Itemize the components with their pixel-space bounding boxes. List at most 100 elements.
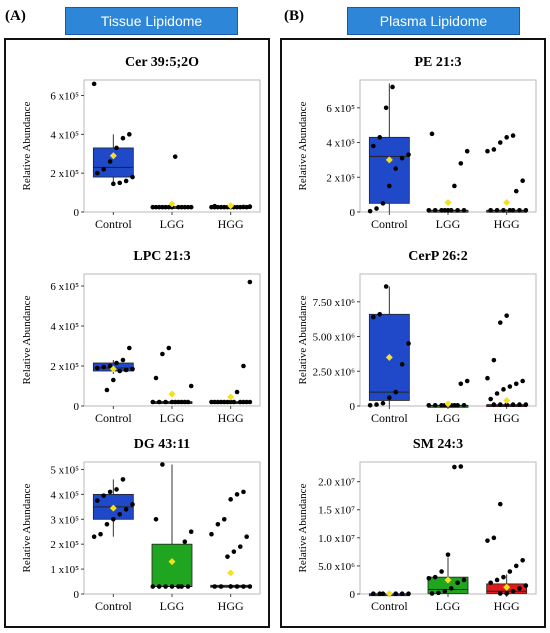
- data-point: [215, 399, 221, 405]
- x-tick-label: Control: [371, 217, 408, 231]
- panel-b-letter: (B): [284, 8, 304, 24]
- data-point: [432, 574, 438, 580]
- data-point: [209, 399, 214, 405]
- chart-cer-39-5: Cer 39:5;2O Relative Abundance 0 2 x10⁵ 4 x1…: [21, 55, 261, 231]
- data-point: [221, 399, 227, 405]
- mean-marker: [444, 198, 452, 206]
- data-point: [111, 377, 116, 383]
- y-tick-label: 0: [350, 207, 356, 219]
- data-point: [169, 399, 175, 405]
- data-point: [212, 204, 217, 210]
- x-tick-label: LGG: [436, 599, 461, 613]
- chart-title: SM 24:3: [413, 437, 463, 452]
- data-point: [452, 464, 457, 470]
- chart-sm-24-3: SM 24:3 Relative Abundance 0 5.0 x10⁶ 1.0 x1…: [297, 437, 537, 613]
- data-point: [371, 591, 376, 597]
- data-point: [221, 204, 227, 210]
- data-point: [91, 534, 97, 540]
- y-axis-label: Relative Abundance: [297, 483, 309, 572]
- data-point: [406, 152, 411, 157]
- chart-title: CerP 26:2: [408, 249, 467, 264]
- data-point: [156, 204, 162, 210]
- data-point: [188, 529, 194, 535]
- data-point: [234, 204, 240, 210]
- data-point: [393, 166, 399, 171]
- y-axis-label: Relative Abundance: [297, 295, 309, 384]
- data-point: [231, 399, 237, 405]
- data-point: [101, 166, 107, 172]
- data-point: [209, 531, 214, 537]
- data-point: [501, 574, 506, 580]
- y-tick-label: 0: [350, 589, 356, 601]
- data-point: [523, 402, 529, 407]
- data-point: [399, 362, 405, 367]
- data-point: [218, 204, 224, 210]
- data-point: [504, 135, 509, 140]
- data-point: [218, 399, 224, 405]
- x-tick-label: Control: [95, 411, 132, 425]
- data-point: [123, 367, 129, 373]
- data-point: [494, 391, 500, 396]
- data-point: [494, 577, 500, 583]
- data-point: [523, 583, 529, 588]
- data-point: [461, 403, 467, 408]
- x-tick-label: LGG: [160, 411, 185, 425]
- y-tick-label: 2 x10⁵: [50, 168, 79, 180]
- y-tick-label: 0: [74, 207, 80, 219]
- data-point: [241, 399, 246, 405]
- y-tick-label: 4 x10⁵: [50, 129, 79, 141]
- data-point: [429, 131, 435, 137]
- data-point: [387, 395, 392, 400]
- data-point: [212, 584, 217, 589]
- data-point: [95, 498, 100, 503]
- data-point: [153, 375, 159, 381]
- data-point: [127, 345, 132, 351]
- data-point: [172, 399, 178, 405]
- mean-marker: [109, 152, 117, 160]
- data-point: [244, 399, 249, 405]
- data-point: [504, 591, 509, 596]
- y-tick-label: 1.0 x10⁷: [318, 533, 355, 545]
- data-point: [491, 402, 497, 407]
- data-point: [390, 84, 395, 90]
- chart-lpc-21-3: LPC 21:3 Relative Abundance 0 2 x10⁵ 4 x10⁵ 6…: [21, 249, 261, 425]
- data-point: [182, 539, 188, 544]
- data-point: [228, 584, 233, 589]
- data-point: [114, 360, 119, 366]
- data-point: [247, 399, 253, 405]
- data-point: [432, 403, 438, 408]
- data-point: [374, 402, 379, 407]
- data-point: [130, 366, 135, 372]
- data-point: [442, 207, 448, 213]
- data-point: [517, 402, 522, 407]
- x-tick-label: Control: [371, 599, 408, 613]
- data-point: [406, 341, 411, 346]
- data-point: [507, 569, 513, 574]
- y-tick-label: 6 x10⁵: [50, 91, 79, 103]
- data-point: [237, 204, 243, 210]
- y-tick-label: 2 x10⁵: [326, 172, 355, 184]
- x-tick-label: LGG: [436, 411, 461, 425]
- data-point: [209, 204, 214, 210]
- data-point: [494, 207, 500, 213]
- data-point: [120, 477, 126, 482]
- data-point: [101, 364, 107, 370]
- data-point: [523, 207, 529, 213]
- data-point: [228, 399, 233, 405]
- data-point: [188, 383, 194, 389]
- data-point: [185, 399, 191, 405]
- data-point: [374, 206, 379, 211]
- data-point: [117, 512, 123, 517]
- data-point: [507, 384, 513, 389]
- data-point: [455, 207, 460, 213]
- data-point: [448, 586, 454, 591]
- data-point: [130, 174, 135, 180]
- data-point: [163, 204, 168, 210]
- data-point: [185, 584, 191, 589]
- y-tick-label: 2.0 x10⁷: [318, 477, 355, 489]
- data-point: [501, 387, 506, 392]
- data-point: [231, 549, 237, 554]
- x-tick-label: HGG: [494, 217, 520, 231]
- mean-marker: [168, 200, 176, 208]
- data-point: [98, 531, 103, 537]
